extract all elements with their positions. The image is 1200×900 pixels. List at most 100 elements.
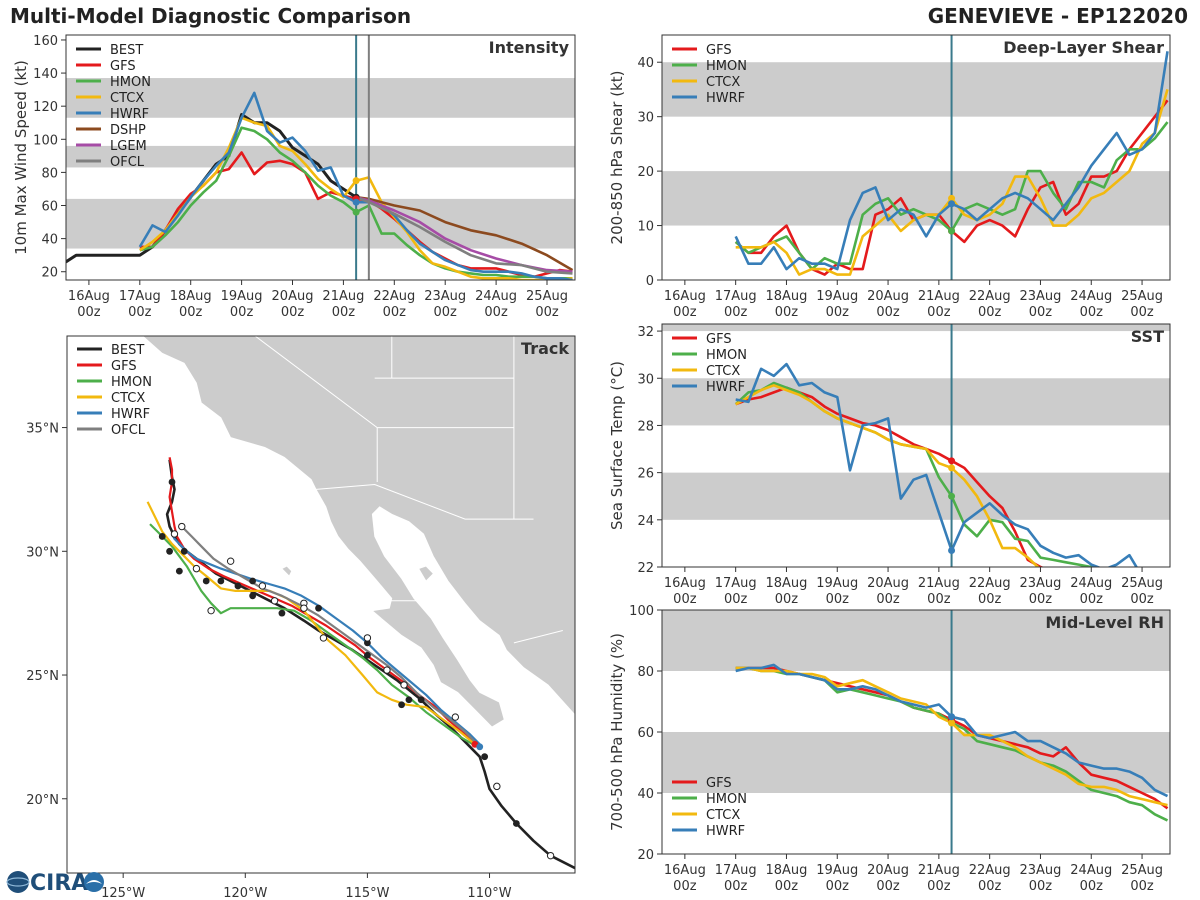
track-open-point-ofcl: [363, 634, 372, 642]
intensity-xtick-label-hour: 00z: [128, 305, 152, 320]
shear-ytick-label: 40: [637, 56, 654, 71]
sst-xtick-label-date: 21Aug: [918, 576, 960, 591]
land-tiburon: [418, 565, 434, 582]
sst-ytick-label: 28: [637, 419, 654, 434]
track-point-best: [202, 577, 210, 585]
intensity-xtick-label-hour: 00z: [281, 305, 305, 320]
shear-xtick-label-hour: 00z: [1080, 305, 1104, 320]
shear-xtick-label-date: 19Aug: [816, 289, 858, 304]
rh-xtick-label-hour: 00z: [978, 879, 1002, 894]
track-xtick-label: 115°W: [345, 886, 389, 900]
rh-xtick-label-date: 21Aug: [918, 863, 960, 878]
shear-band-1: [662, 62, 1170, 117]
track-point-hwrf: [476, 743, 484, 751]
track-point-best: [158, 533, 166, 540]
track-point-best: [234, 582, 242, 590]
sst-ytick-label: 32: [637, 325, 654, 340]
track-xtick-label: 125°W: [101, 886, 145, 900]
sst-band-0: [662, 472, 1170, 520]
shear-legend-label: HMON: [706, 59, 747, 74]
sst-xtick-label-hour: 00z: [927, 592, 951, 607]
shear-xtick-label-date: 18Aug: [765, 289, 807, 304]
track-point-best: [417, 696, 425, 704]
rh-xtick-label-hour: 00z: [927, 879, 951, 894]
track-point-best: [249, 577, 257, 585]
rh-band-1: [662, 610, 1170, 671]
intensity-xtick-label-hour: 00z: [230, 305, 254, 320]
sst-xtick-label-date: 20Aug: [867, 576, 909, 591]
track-frame: [66, 335, 576, 874]
intensity-ytick-label: 120: [33, 100, 58, 115]
intensity-frame: [65, 34, 576, 281]
border-line-1: [316, 483, 534, 520]
intensity-xtick-label-date: 24Aug: [475, 289, 517, 304]
land-guadalupe: [281, 565, 293, 577]
track-map: 125°W 120°W 115°W 110°W 20°N 25°N 30°N 35°N Trac…: [26, 335, 576, 900]
rh-xtick-label-hour: 00z: [673, 879, 697, 894]
shear-ytick-label: 20: [637, 165, 654, 180]
track-open-point-ctcx: [270, 597, 279, 605]
figure-title: Multi-Model Diagnostic Comparison: [10, 4, 412, 28]
intensity-xtick-label-hour: 00z: [77, 305, 101, 320]
intensity-marker-dot-hmon: [352, 208, 360, 216]
rh-legend-label: GFS: [706, 776, 732, 791]
intensity-xtick-label-hour: 00z: [179, 305, 203, 320]
shear-xtick-label-date: 25Aug: [1121, 289, 1163, 304]
cira-logo: CIRA: [6, 871, 104, 896]
shear-xtick-label-hour: 00z: [724, 305, 748, 320]
sst-ytick-label: 26: [637, 467, 654, 482]
sst-xtick-label-date: 25Aug: [1121, 576, 1163, 591]
intensity-band-1: [66, 145, 575, 168]
intensity-marker-dot-ctcx: [352, 177, 360, 185]
rh-xtick-label-date: 16Aug: [664, 863, 706, 878]
track-legend-label: OFCL: [111, 423, 146, 438]
track-open-point-hmon: [207, 606, 215, 615]
track-legend-label: HWRF: [111, 407, 150, 422]
intensity-legend-label: CTCX: [110, 91, 144, 106]
rh-ytick-label: 60: [637, 726, 654, 741]
track-open-point-ofcl: [383, 666, 391, 674]
track-point-best: [481, 753, 489, 761]
sst-legend-label: GFS: [706, 332, 732, 347]
intensity-xtick-label-date: 21Aug: [322, 289, 364, 304]
track-open-point-ofcl: [258, 582, 267, 590]
track-legend-label: BEST: [111, 343, 144, 358]
rh-xtick-label-date: 20Aug: [867, 863, 909, 878]
rh-xtick-label-date: 19Aug: [816, 863, 858, 878]
logo-text: CIRA: [30, 871, 88, 896]
intensity-xtick-label-date: 20Aug: [272, 289, 314, 304]
intensity-ylabel: 10m Max Wind Speed (kt): [12, 60, 30, 255]
track-ytick-label: 30°N: [26, 545, 59, 560]
shear-xtick-label-date: 24Aug: [1070, 289, 1112, 304]
land-group: [142, 336, 575, 728]
shear-xtick-label-hour: 00z: [826, 305, 850, 320]
track-xtick-label: 110°W: [467, 886, 511, 900]
rh-band-0: [662, 732, 1170, 793]
track-panel-title: Track: [521, 339, 569, 358]
intensity-xtick-label-hour: 00z: [484, 305, 508, 320]
sst-xtick-label-hour: 00z: [1130, 592, 1154, 607]
shear-xtick-label-hour: 00z: [775, 305, 799, 320]
sst-xtick-label-hour: 00z: [724, 592, 748, 607]
sst-xtick-label-hour: 00z: [1029, 592, 1053, 607]
sst-xtick-label-hour: 00z: [978, 592, 1002, 607]
intensity-legend-label: DSHP: [110, 123, 146, 138]
rh-ytick-label: 40: [637, 787, 654, 802]
track-xtick-label: 120°W: [223, 886, 267, 900]
track-open-point-hwrf: [170, 530, 179, 538]
track-point-best: [168, 478, 176, 486]
sst-ytick-label: 22: [637, 561, 654, 576]
shear-ytick-label: 0: [646, 274, 654, 289]
intensity-ytick-label: 140: [33, 67, 58, 82]
intensity-xtick-label-date: 23Aug: [424, 289, 466, 304]
shear-marker-dot-hwrf: [948, 200, 956, 208]
rh-xtick-label-hour: 00z: [1080, 879, 1104, 894]
intensity-xtick-label-date: 18Aug: [170, 289, 212, 304]
track-point-best: [278, 609, 286, 617]
shear-panel-title: Deep-Layer Shear: [1003, 38, 1164, 57]
sst-xtick-label-date: 24Aug: [1070, 576, 1112, 591]
rh-xtick-label-hour: 00z: [724, 879, 748, 894]
shear-xtick-label-hour: 00z: [1029, 305, 1053, 320]
sst-marker-dot-hwrf: [948, 546, 956, 554]
rh-xtick-label-hour: 00z: [876, 879, 900, 894]
